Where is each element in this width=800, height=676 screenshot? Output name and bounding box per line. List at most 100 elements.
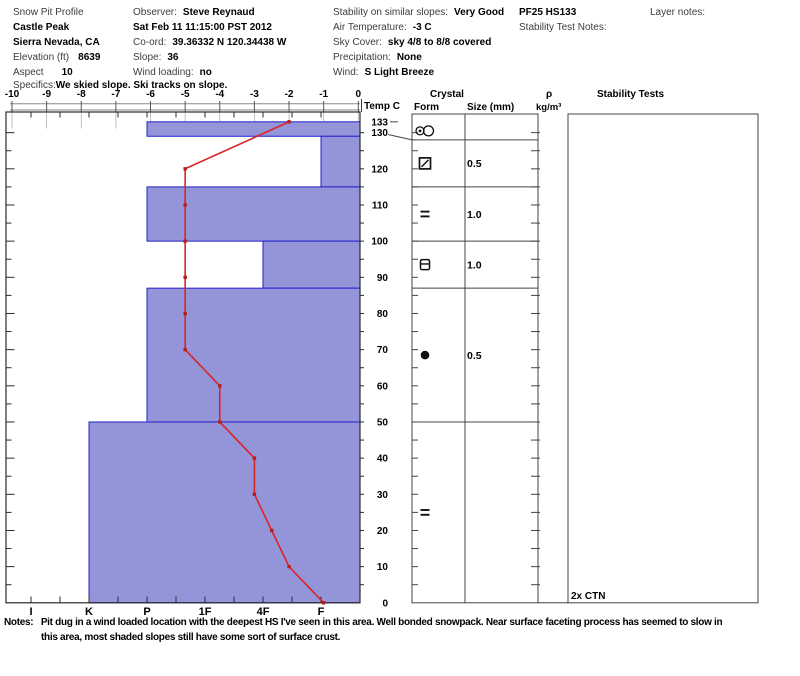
- depth-axis-label: 10: [377, 562, 389, 573]
- temp-tick-label: 0: [356, 89, 362, 100]
- depth-axis-label: 120: [371, 164, 388, 175]
- temperature-point: [218, 420, 222, 424]
- stability-tests-header: Stability Tests: [597, 89, 664, 100]
- notes-line-2: this area, most shaded slopes still have…: [41, 632, 341, 643]
- temperature-point: [183, 239, 187, 243]
- notes-line-1: Notes: Pit dug in a wind loaded location…: [4, 617, 723, 628]
- temperature-point: [287, 120, 291, 124]
- temp-tick-label: -9: [42, 89, 51, 100]
- notes-label: Notes:: [4, 617, 34, 628]
- temp-tick-label: -2: [285, 89, 294, 100]
- chart-geometry: -10 -9 -8 -7 -6 -5 -4 -3 -2 -1 0I K P 1F 4F F1331301201…: [5, 89, 759, 618]
- stability-test-result: 2x CTN: [571, 591, 605, 602]
- temperature-point: [252, 456, 257, 460]
- plot-frame: [5, 111, 361, 604]
- hardness-bar: [88, 421, 361, 604]
- hardness-axis-label: P: [143, 606, 150, 618]
- depth-axis-label: 70: [377, 345, 389, 356]
- temperature-point: [218, 384, 222, 388]
- temperature-point: [183, 347, 187, 352]
- form-column-header: Form: [414, 102, 439, 113]
- temperature-point: [287, 564, 291, 569]
- field-specifics: Specifics:We skied slope. Ski tracks on …: [13, 80, 228, 91]
- grain-symbol-square-slash: [418, 157, 432, 170]
- temperature-point: [183, 311, 187, 316]
- layer-connector: [387, 134, 413, 141]
- density-column-header: ρ: [546, 89, 552, 100]
- temperature-point: [183, 167, 187, 171]
- field-wind: Wind: S Light Breeze: [333, 67, 435, 78]
- temp-tick-label: -8: [77, 89, 86, 100]
- grain-symbol-circle-pair: [422, 125, 435, 137]
- depth-axis-label: 100: [371, 237, 388, 248]
- hardness-bar: [146, 121, 361, 137]
- temp-tick-label: -3: [250, 89, 259, 100]
- temp-tick-label: -7: [111, 89, 120, 100]
- depth-axis-label: 30: [377, 490, 389, 501]
- hardness-axis-label: 4F: [257, 606, 270, 618]
- depth-axis-label: 110: [372, 200, 389, 211]
- crystal-column-header: Crystal: [430, 89, 464, 100]
- temperature-line: [184, 121, 325, 604]
- depth-axis-label: 133: [371, 117, 388, 128]
- temp-tick-label: -1: [319, 89, 328, 100]
- size-column-header: Size (mm): [467, 102, 514, 113]
- field-air-temp: Air Temperature: -3 C: [333, 22, 432, 33]
- field-datetime: Sat Feb 11 11:15:00 PST 2012: [133, 22, 272, 33]
- grain-size-value: 1.0: [467, 209, 482, 221]
- field-elevation: Elevation (ft) 8639: [13, 52, 101, 63]
- stability-test-notes-label: Stability Test Notes:: [519, 22, 607, 33]
- depth-axis-label: 90: [377, 273, 389, 284]
- depth-axis-label: 80: [377, 309, 389, 320]
- temperature-point: [321, 601, 326, 605]
- field-precipitation: Precipitation: None: [333, 52, 422, 63]
- report-title: Snow Pit Profile: [13, 7, 84, 18]
- temperature-point: [183, 275, 187, 280]
- grain-symbol-filled-circle: [420, 350, 430, 360]
- grain-size-value: 1.0: [467, 259, 482, 271]
- grain-size-value: 0.5: [467, 350, 482, 362]
- field-wind-loading: Wind loading: no: [133, 67, 212, 78]
- layer-notes-label: Layer notes:: [650, 7, 706, 18]
- temp-axis-title: Temp C: [364, 101, 400, 112]
- stability-panel-frame: [567, 113, 759, 604]
- temp-tick-label: -5: [181, 89, 190, 100]
- hardness-bar: [146, 287, 361, 423]
- field-observer: Observer: Steve Reynaud: [133, 7, 255, 18]
- depth-axis-label: 0: [382, 598, 388, 609]
- hardness-axis-label: K: [85, 606, 93, 618]
- grain-symbol-square-bar: [419, 258, 431, 271]
- depth-axis-label: 130: [371, 128, 388, 139]
- grain-symbol-circle-pair: [418, 129, 422, 133]
- temperature-point: [270, 528, 274, 533]
- region-name: Sierra Nevada, CA: [13, 37, 100, 48]
- site-name: Castle Peak: [13, 22, 70, 33]
- temp-tick-label: -6: [146, 89, 155, 100]
- crystal-panel-frame: [411, 113, 539, 604]
- depth-axis-label: 40: [377, 454, 389, 465]
- hardness-axis-label: I: [29, 606, 32, 618]
- depth-axis-label: 60: [377, 381, 389, 392]
- field-sky-cover: Sky Cover: sky 4/8 to 8/8 covered: [333, 37, 492, 48]
- field-coordinates: Co-ord: 39.36332 N 120.34438 W: [133, 37, 287, 48]
- density-units-header: kg/m³: [536, 102, 561, 113]
- hardness-bar: [262, 240, 361, 289]
- pit-code: PF25 HS133: [519, 7, 577, 18]
- grain-symbol-square-slash: [421, 159, 429, 168]
- field-slope: Slope: 36: [133, 52, 179, 63]
- grain-size-value: 0.5: [467, 158, 482, 170]
- temp-tick-label: -10: [5, 89, 20, 100]
- temp-tick-label: -4: [215, 89, 224, 100]
- field-stability: Stability on similar slopes: Very Good: [333, 7, 505, 18]
- hardness-axis-label: F: [318, 606, 325, 618]
- field-aspect: Aspect 10: [13, 67, 73, 78]
- hardness-bar: [146, 186, 361, 242]
- hardness-bar: [320, 135, 361, 188]
- temperature-point: [183, 203, 187, 207]
- hardness-axis-label: 1F: [199, 606, 212, 618]
- temperature-point: [252, 492, 257, 497]
- depth-axis-label: 20: [377, 526, 389, 537]
- depth-axis-label: 50: [377, 417, 389, 428]
